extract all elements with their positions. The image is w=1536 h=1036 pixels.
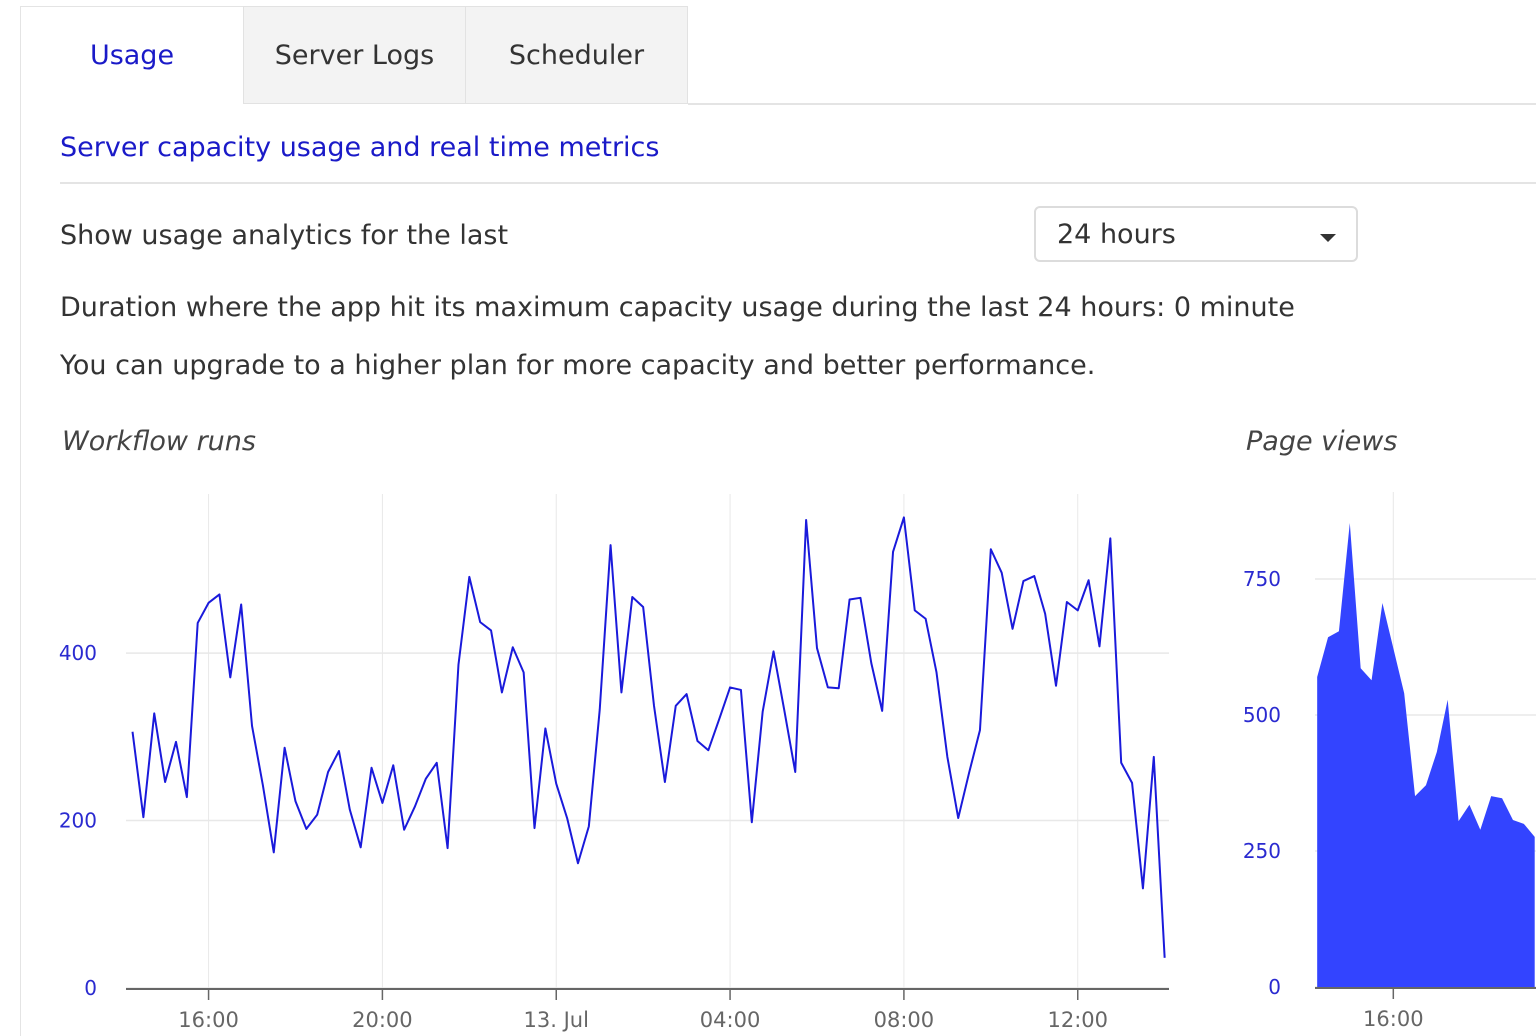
- chart-title: Workflow runs: [62, 426, 256, 457]
- y-tick-label: 750: [1243, 567, 1281, 591]
- duration-text: Duration where the app hit its maximum c…: [60, 292, 1295, 323]
- tab-usage[interactable]: Usage: [20, 6, 243, 104]
- dropdown-value: 24 hours: [1057, 218, 1176, 250]
- y-tick-label: 500: [1243, 703, 1281, 727]
- x-tick-label: 16:00: [1363, 1007, 1424, 1031]
- chart-title: Page views: [1246, 426, 1398, 457]
- y-tick-label: 0: [1268, 975, 1281, 999]
- y-tick-label: 250: [1243, 839, 1281, 863]
- x-tick-label: 12:00: [1047, 1008, 1108, 1032]
- y-tick-label: 200: [59, 809, 97, 833]
- x-tick-label: 04:00: [700, 1008, 761, 1032]
- x-tick-label: 20:00: [352, 1008, 413, 1032]
- x-tick-label: 08:00: [874, 1008, 935, 1032]
- tab-scheduler[interactable]: Scheduler: [466, 6, 688, 104]
- series-line: [131, 516, 1166, 958]
- subtitle-rule: [60, 182, 1536, 184]
- x-tick-label: 16:00: [178, 1008, 239, 1032]
- tab-server-logs[interactable]: Server Logs: [243, 6, 466, 104]
- tab-rule: [688, 103, 1536, 105]
- y-tick-label: 400: [59, 641, 97, 665]
- x-tick-label: 13. Jul: [524, 1008, 589, 1032]
- series-area: [1317, 523, 1535, 987]
- caret: [1320, 234, 1336, 242]
- panel-border: [20, 104, 21, 1036]
- subtitle: Server capacity usage and real time metr…: [60, 132, 660, 163]
- filter-label: Show usage analytics for the last: [60, 220, 509, 251]
- y-tick-label: 0: [84, 976, 97, 1000]
- upgrade-text: You can upgrade to a higher plan for mor…: [60, 350, 1096, 381]
- range-dropdown[interactable]: 24 hours: [1034, 206, 1358, 262]
